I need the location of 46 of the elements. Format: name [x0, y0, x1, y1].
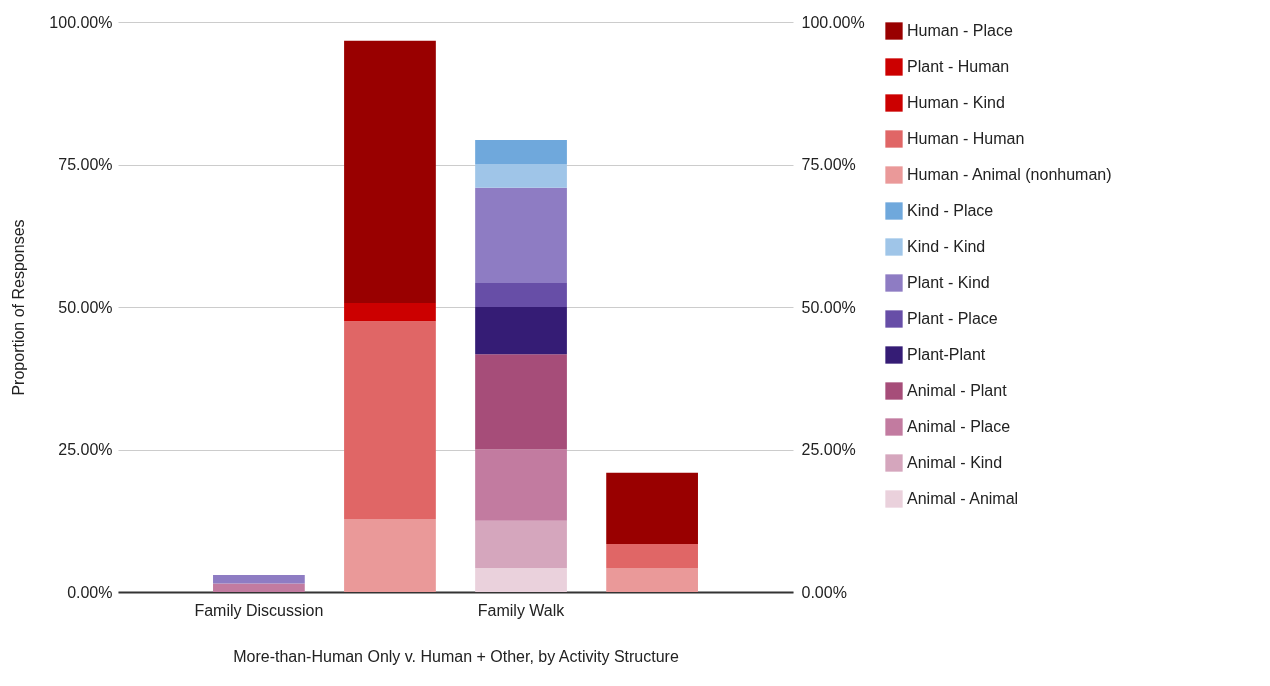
y-axis-title: Proportion of Responses — [10, 219, 28, 396]
bar — [344, 519, 436, 592]
y-tick-label: 0.00% — [67, 583, 113, 601]
bar — [213, 574, 305, 584]
legend-label: Animal - Plant — [907, 382, 1008, 399]
legend-label: Plant - Place — [907, 310, 998, 327]
legend-label: Plant-Plant — [907, 346, 986, 363]
bar — [475, 187, 567, 284]
bar — [475, 163, 567, 188]
legend-label: Animal - Kind — [907, 454, 1003, 471]
bar — [475, 283, 567, 307]
bar — [213, 583, 305, 592]
x-tick-label: Family Discussion — [194, 601, 324, 619]
bar — [606, 472, 698, 545]
legend-label: Human - Human — [907, 130, 1025, 147]
y2-tick-label: 25.00% — [801, 441, 856, 458]
bar — [344, 40, 436, 304]
bar — [475, 307, 567, 355]
legend-label: Plant - Kind — [907, 274, 990, 291]
legend-label: Kind - Place — [907, 202, 994, 219]
bar — [344, 303, 436, 322]
bar — [606, 544, 698, 569]
bar — [475, 520, 567, 569]
bar — [475, 449, 567, 521]
y-tick-label: 50.00% — [58, 298, 113, 316]
bar — [475, 354, 567, 450]
y2-tick-label: 0.00% — [801, 583, 847, 601]
bar — [606, 568, 698, 592]
legend-label: Human - Kind — [907, 94, 1005, 111]
legend-label: Kind - Kind — [907, 238, 986, 255]
y2-tick-label: 75.00% — [801, 156, 856, 173]
y-tick-label: 25.00% — [58, 441, 113, 458]
bar — [475, 139, 567, 164]
legend-label: Human - Place — [907, 22, 1013, 39]
legend-label: Animal - Place — [907, 418, 1011, 435]
legend-label: Human - Animal (nonhuman) — [907, 166, 1112, 183]
y2-tick-label: 50.00% — [801, 298, 856, 316]
legend-label: Animal - Animal — [907, 490, 1019, 507]
legend-label: Plant - Human — [907, 58, 1010, 75]
bar — [344, 321, 436, 520]
y-tick-label: 100.00% — [49, 13, 113, 31]
bar — [475, 568, 567, 592]
x-tick-label: Family Walk — [477, 601, 566, 619]
y-tick-label: 75.00% — [58, 156, 113, 173]
y2-tick-label: 100.00% — [801, 13, 865, 31]
x-axis-title: More-than-Human Only v. Human + Other, by Activity Structure — [233, 647, 679, 665]
